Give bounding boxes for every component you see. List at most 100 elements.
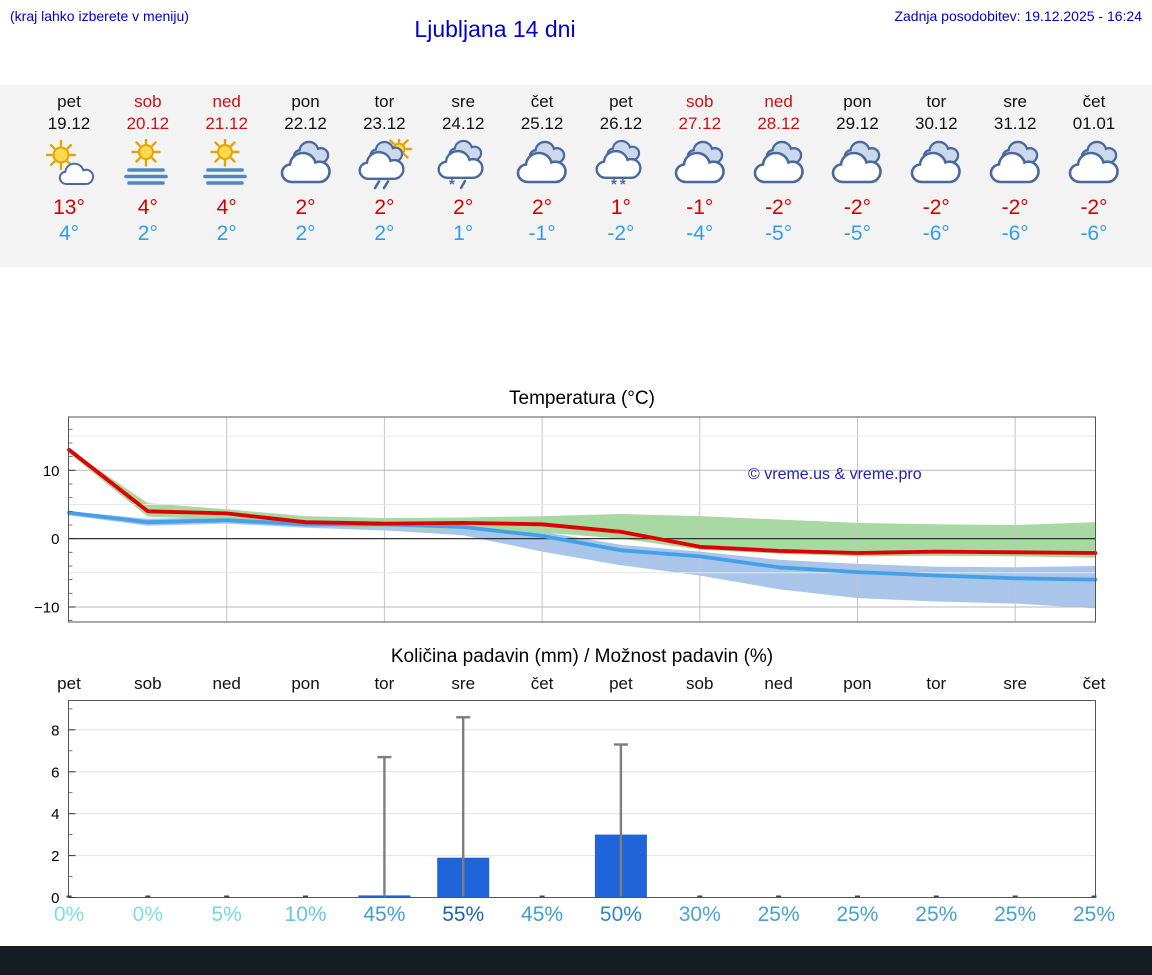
max-temperature: 2° [532,196,553,219]
min-temperature: -1° [528,222,556,245]
precip-day-label: pon [291,674,320,693]
day-name: sre [451,92,476,111]
weather-icon [970,139,1060,191]
svg-text:© vreme.us & vreme.pro: © vreme.us & vreme.pro [748,466,922,483]
precip-probability-label: 0% [53,903,85,926]
forecast-strip: pet 19.12 13° 4° sob 20.12 4° 2° ned 21.… [0,85,1152,267]
precip-probability-label: 45% [521,903,564,926]
min-temperature: 4° [58,222,80,245]
precip-day-label: pet [57,674,81,693]
forecast-day-column: pon 29.12 -2° -5° [812,91,902,247]
precip-probability-label: 10% [284,903,327,926]
day-name: pet [609,92,633,111]
day-date: 26.12 [599,114,643,133]
day-name: tor [926,92,947,111]
weather-icon [891,139,981,191]
svg-text:10: 10 [43,463,60,480]
weather-icon: * [418,139,508,193]
precip-day-label: sre [451,674,476,693]
day-date: 19.12 [47,114,91,133]
min-temperature: 2° [374,222,395,245]
precip-probability-label: 30% [678,903,721,926]
min-temperature: -4° [686,222,714,245]
weather-icon [812,139,902,191]
precip-day-label: sob [686,674,714,693]
footer-bar [0,946,1152,975]
precipitation-chart: 0 2 4 6 8 [51,700,1097,906]
precip-day-label: ned [212,674,241,693]
precip-probability-label: 55% [442,903,485,926]
precip-day-label: pet [609,674,633,693]
precip-day-label: tor [926,674,947,693]
day-name: čet [530,92,554,111]
forecast-day-column: tor 23.12 2° 2° [339,91,429,247]
precip-day-labels-row: pet sob ned pon tor sre čet pet sob ned pon tor sre č… [0,674,1152,698]
precip-day-label: tor [374,674,395,693]
day-name: pon [843,92,872,111]
weather-icon [182,137,272,191]
weather-icon [497,139,587,191]
day-date: 01.01 [1072,114,1116,133]
day-date: 21.12 [205,114,248,133]
precip-probability-label: 50% [599,903,642,926]
forecast-day-column: čet 25.12 2° -1° [497,91,587,247]
forecast-day-column: tor 30.12 -2° -6° [891,91,981,247]
precip-probability-label: 5% [211,903,242,926]
precip-probability-row: 0% 0% 5% 10% 45% 55% 45% 50% 30% 25% 25% 25% 25% 25% [0,903,1152,933]
max-temperature: -1° [686,196,714,219]
min-temperature: -6° [1080,222,1108,245]
weather-icon [261,139,351,191]
precip-probability-label: 45% [363,903,406,926]
day-name: čet [1082,92,1106,111]
day-date: 25.12 [520,114,564,133]
precip-chart-title: Količina padavin (mm) / Možnost padavin … [390,646,774,667]
precip-day-label: ned [764,674,793,693]
forecast-day-column: sob 27.12 -1° -4° [655,91,745,247]
day-date: 30.12 [915,114,958,133]
day-date: 22.12 [284,114,327,133]
max-temperature: 13° [53,196,85,219]
forecast-day-column: sob 20.12 4° 2° [103,91,193,247]
precip-day-label: sob [134,674,162,693]
weather-icon [655,139,745,191]
last-update-text: Zadnja posodobitev: 19.12.2025 - 16:24 [894,8,1142,24]
forecast-day-column: ned 28.12 -2° -5° [734,91,824,247]
svg-text:8: 8 [51,722,59,739]
max-temperature: -2° [1001,196,1029,219]
weather-icon [339,135,429,191]
temperature-chart-title: Temperatura (°C) [509,388,655,409]
precip-probability-label: 0% [132,903,164,926]
max-temperature: 4° [216,196,237,219]
weather-icon [1049,139,1139,191]
precip-probability-label: 25% [994,903,1037,926]
day-date: 29.12 [836,114,879,133]
min-temperature: 1° [453,222,474,245]
svg-text:6: 6 [51,764,59,781]
precip-day-label: čet [530,674,554,693]
weather-icon [734,139,824,191]
weather-icon: ** [576,139,666,193]
max-temperature: -2° [1080,196,1108,219]
max-temperature: -2° [765,196,793,219]
day-date: 20.12 [126,114,170,133]
day-date: 31.12 [993,114,1037,133]
day-name: ned [764,92,793,111]
precip-day-label: čet [1082,674,1106,693]
precip-day-label: pon [843,674,872,693]
forecast-day-column: sre 31.12 -2° -6° [970,91,1060,247]
max-temperature: 4° [137,196,158,219]
day-name: ned [212,92,241,111]
temperature-chart: © vreme.us & vreme.pro 10 0 −10 [34,416,1098,623]
precip-probability-label: 25% [1072,903,1115,926]
svg-text:0: 0 [51,531,59,548]
weather-icon [103,137,193,191]
precip-probability-label: 25% [836,903,879,926]
svg-text:0: 0 [51,890,59,906]
svg-text:4: 4 [51,806,59,823]
forecast-day-column: čet 01.01 -2° -6° [1049,91,1139,247]
weather-icon [24,139,114,191]
max-temperature: 2° [453,196,474,219]
precip-day-label: sre [1003,674,1027,693]
day-date: 27.12 [678,114,722,133]
